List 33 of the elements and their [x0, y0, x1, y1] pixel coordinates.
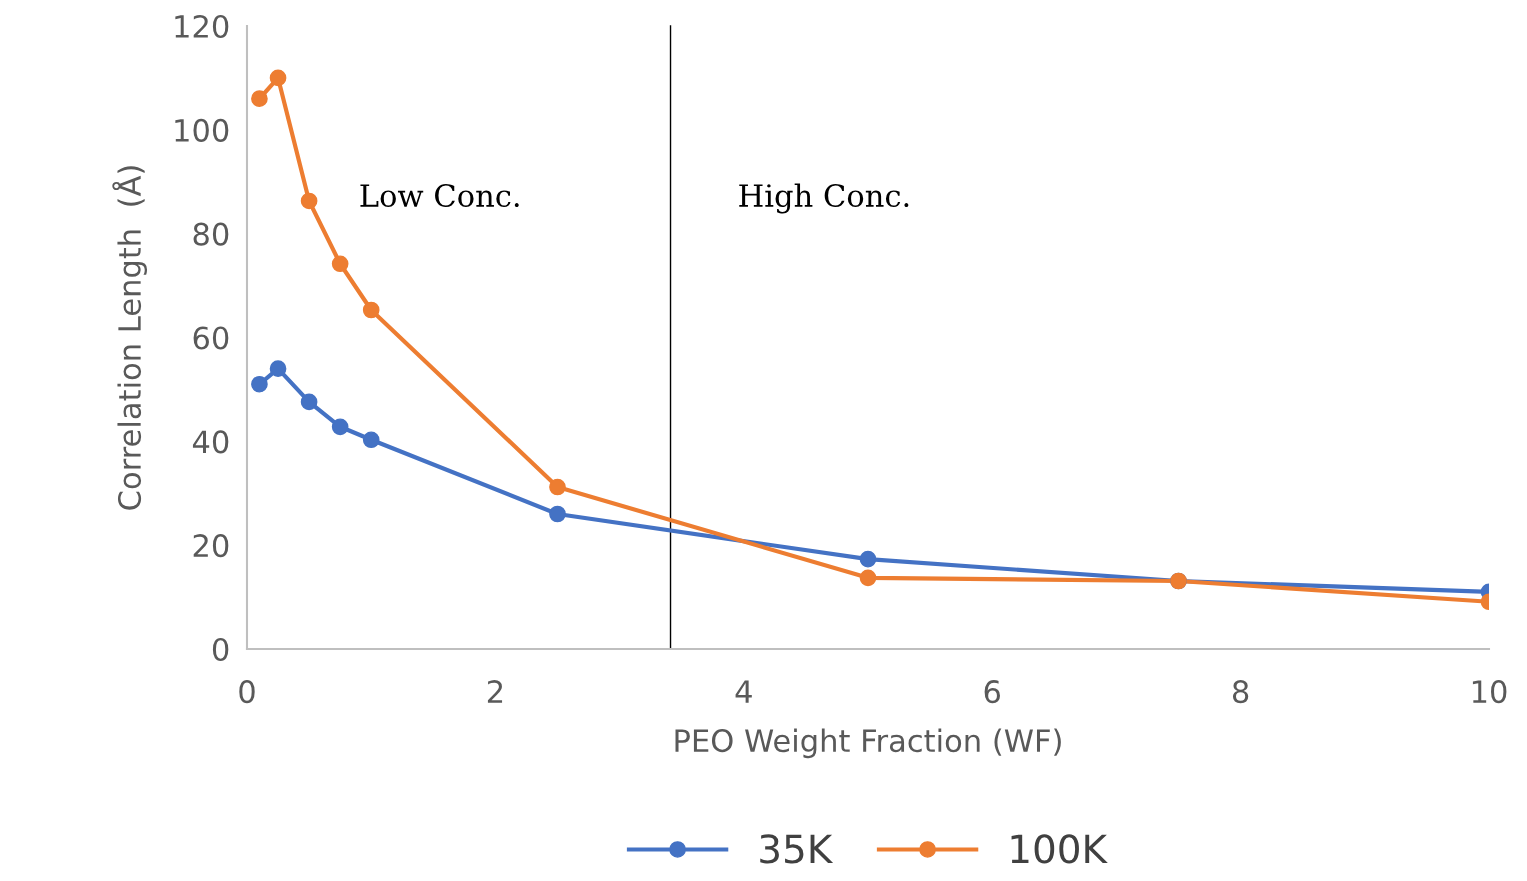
y-tick-label: 40: [192, 430, 229, 454]
x-tick-label: 2: [487, 680, 503, 703]
point: [269, 360, 287, 377]
legend-label: 35K: [760, 834, 834, 864]
legend-label: 100K: [1011, 834, 1108, 864]
y-tick-label: 20: [193, 534, 229, 558]
y-tick-label: 120: [175, 14, 229, 39]
point: [300, 393, 318, 411]
point: [331, 255, 349, 273]
y-tick-label: 0: [212, 637, 229, 662]
point: [362, 431, 380, 449]
y-tick-label: 60: [193, 326, 229, 350]
x-tick-label: 0: [239, 680, 255, 704]
point: [859, 550, 877, 568]
y-axis-title: Correlation Length (Å): [112, 166, 148, 510]
point: [549, 505, 566, 523]
point: [300, 192, 318, 210]
point: [549, 478, 566, 496]
point: [331, 418, 349, 436]
x-axis-title: PEO Weight Fraction (WF): [675, 728, 1061, 759]
point: [251, 90, 268, 108]
x-tick-label: 10: [1472, 680, 1507, 704]
annotation: High Conc.: [739, 183, 909, 214]
point: [362, 301, 380, 319]
x-tick-label: 4: [735, 680, 752, 703]
point: [859, 569, 877, 587]
x-tick-label: 8: [1232, 680, 1249, 704]
x-tick-label: 6: [984, 680, 1000, 704]
y-tick-label: 100: [175, 118, 229, 142]
annotation: Low Conc.: [360, 183, 519, 208]
point: [269, 69, 287, 87]
y-tick-label: 80: [193, 222, 229, 246]
point: [251, 375, 268, 393]
